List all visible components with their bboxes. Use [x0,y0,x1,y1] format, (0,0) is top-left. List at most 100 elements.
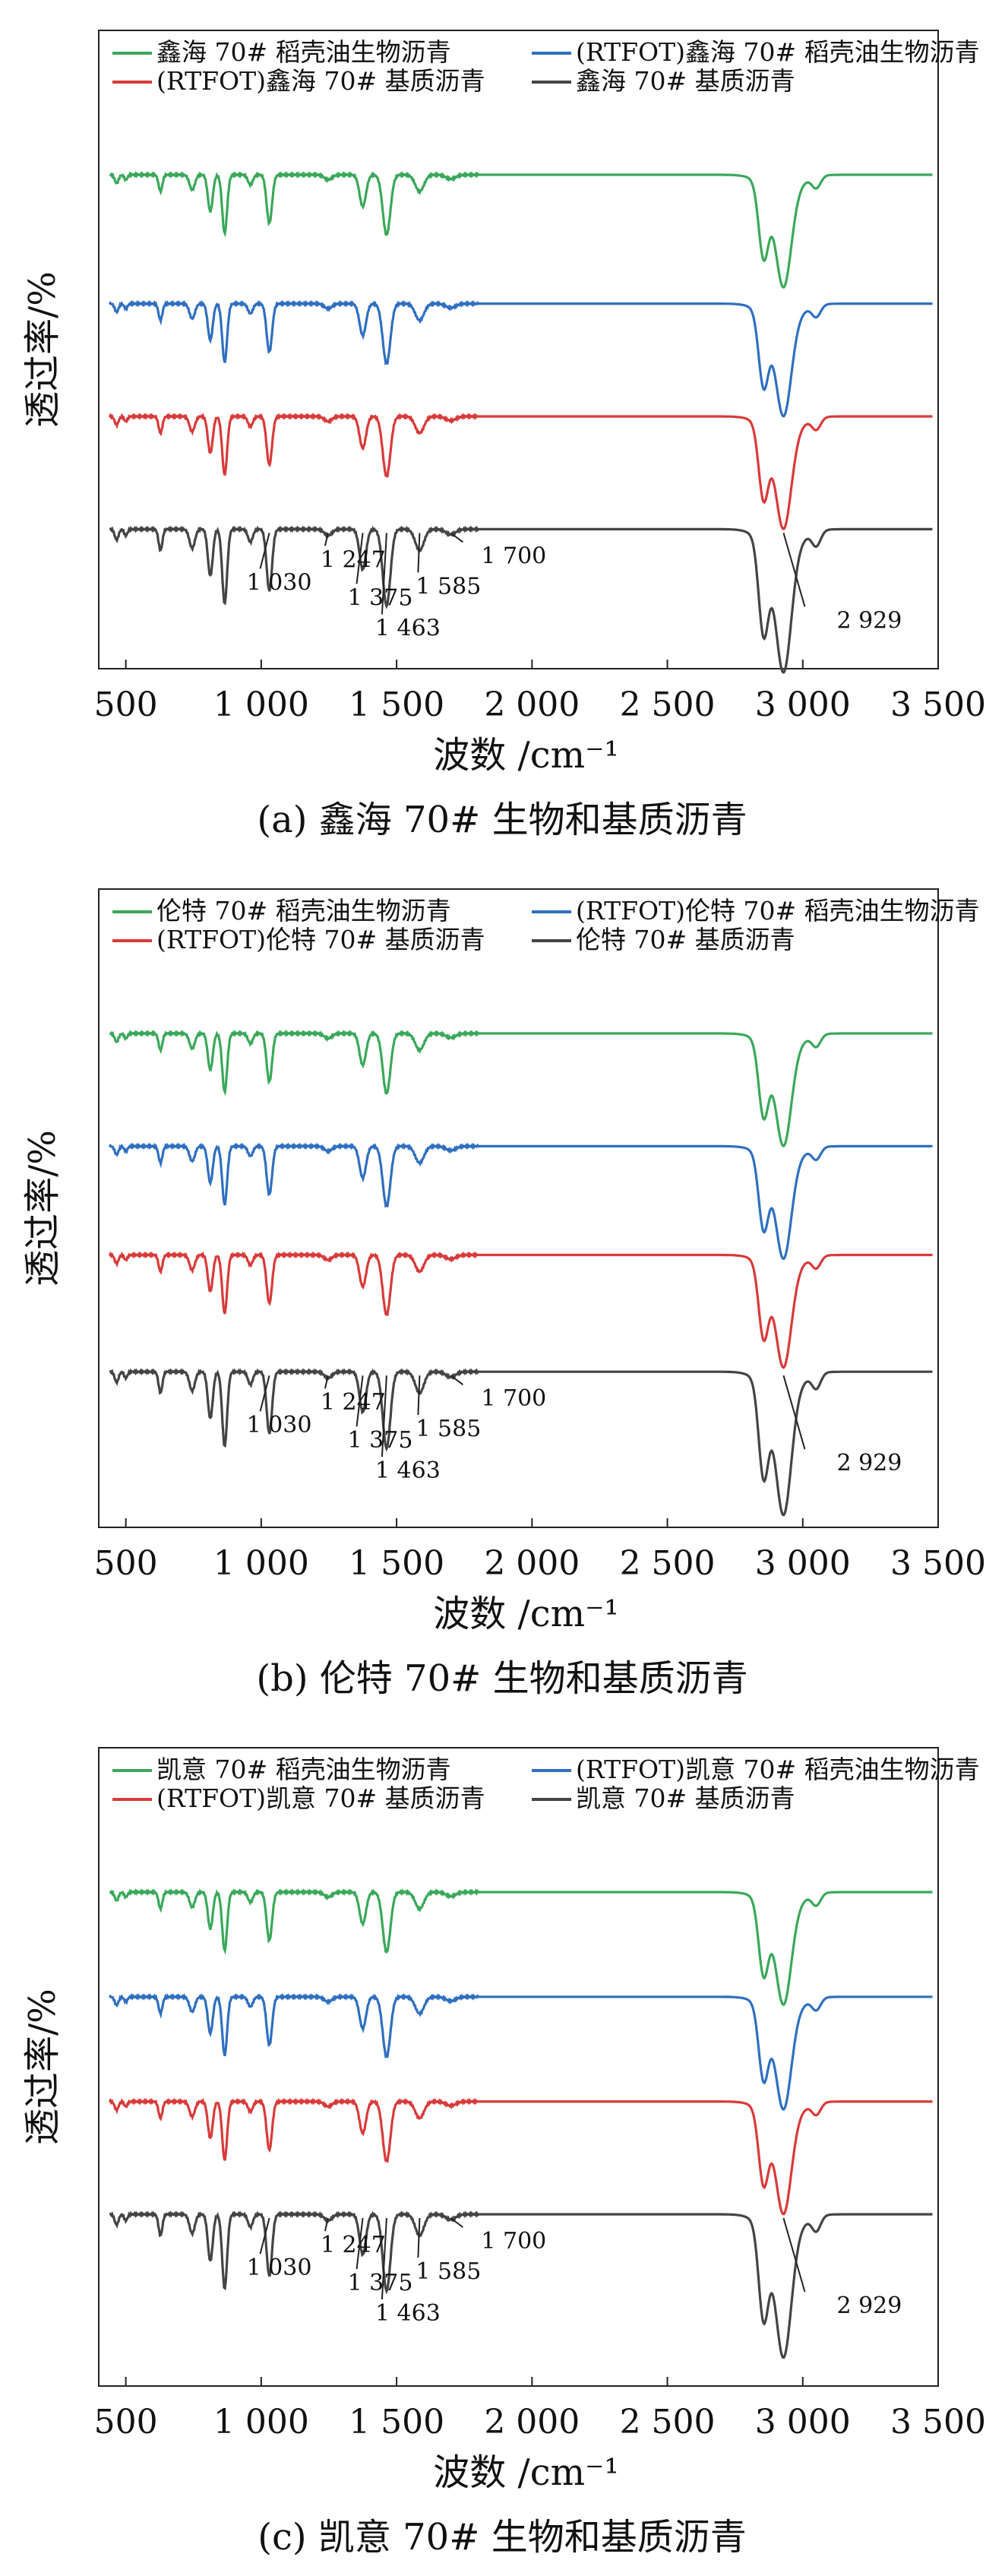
x-tick-label-1: 1 000 [213,2403,309,2442]
annotation-arrow-2 [356,1375,364,1427]
annotation-arrow-3 [381,1375,387,1457]
annotation-arrow-4 [417,533,421,573]
annotation-label-3: 1 463 [375,2300,441,2327]
x-tick-label-6: 3 500 [890,1544,986,1583]
annotation-arrow-0 [259,533,270,569]
annotation-label-1: 1 247 [321,2232,386,2258]
annotation-arrow-4 [417,2217,421,2258]
series-line-2 [108,412,933,530]
annotation-arrow-6 [782,2217,806,2293]
ftir-chart-b: 伦特 70# 稻壳油生物沥青 (RTFOT)伦特 70# 稻壳油生物沥青 (RTFO… [21,888,986,1700]
annotation-arrow-1 [324,533,329,546]
x-tick-label-2: 1 500 [349,2403,444,2442]
y-axis-title: 透过率/% [21,1989,64,2145]
annotation-label-6: 2 929 [836,607,902,634]
y-axis-title: 透过率/% [21,271,64,428]
annotation-label-2: 1 375 [348,2270,413,2296]
ftir-chart-a: 鑫海 70# 稻壳油生物沥青 (RTFOT)鑫海 70# 稻壳油生物沥青 (RTFO… [21,30,986,841]
legend-label-2: (RTFOT)鑫海 70# 基质沥青 [156,66,485,96]
series-line-3 [109,1368,933,1517]
annotation-label-4: 1 585 [416,573,481,600]
panel-caption: (c) 凯意 70# 生物和基质沥青 [258,2516,746,2559]
annotation-label-4: 1 585 [416,1416,481,1442]
chart-panel-a: 鑫海 70# 稻壳油生物沥青 (RTFOT)鑫海 70# 稻壳油生物沥青 (RTFO… [0,0,1005,859]
x-tick-label-5: 3 000 [755,1544,851,1583]
annotation-label-3: 1 463 [375,1457,441,1484]
series-line-1 [108,1142,933,1261]
annotation-arrow-6 [782,533,806,607]
annotation-arrow-4 [417,1375,421,1416]
legend-label-1: (RTFOT)鑫海 70# 稻壳油生物沥青 [576,37,980,67]
annotation-arrow-2 [356,533,364,584]
x-tick-label-3: 2 000 [484,685,580,724]
annotation-label-0: 1 030 [247,2255,312,2281]
annotation-label-5: 1 700 [481,2228,546,2255]
legend-label-1: (RTFOT)凯意 70# 稻壳油生物沥青 [576,1755,980,1784]
legend-label-1: (RTFOT)伦特 70# 稻壳油生物沥青 [576,896,980,926]
annotation-label-5: 1 700 [481,1385,546,1412]
legend-label-3: 伦特 70# 基质沥青 [576,925,795,954]
series-line-3 [109,525,933,674]
annotation-label-1: 1 247 [321,546,386,573]
series-line-1 [108,1992,933,2111]
x-tick-label-6: 3 500 [890,2403,986,2442]
annotation-arrow-5 [450,532,463,543]
annotation-arrow-3 [381,2217,387,2300]
legend-label-0: 伦特 70# 稻壳油生物沥青 [156,896,451,926]
y-axis-title: 透过率/% [21,1130,64,1286]
legend-label-2: (RTFOT)伦特 70# 基质沥青 [156,925,485,954]
x-tick-label-2: 1 500 [349,685,444,724]
x-axis-title: 波数 /cm⁻¹ [433,734,618,777]
annotation-arrow-2 [356,2217,364,2270]
x-axis-title: 波数 /cm⁻¹ [433,2451,618,2494]
x-tick-label-4: 2 500 [620,1544,716,1583]
x-tick-label-0: 500 [94,2403,158,2442]
series-line-1 [108,299,933,418]
annotation-label-4: 1 585 [416,2258,481,2285]
series-line-2 [108,2097,933,2216]
annotation-label-0: 1 030 [247,1412,312,1438]
annotation-arrow-6 [782,1375,806,1450]
annotation-arrow-0 [259,1375,270,1412]
annotation-label-1: 1 247 [321,1389,386,1416]
annotation-arrow-5 [450,2217,463,2228]
series-line-3 [109,2210,933,2359]
annotation-label-5: 1 700 [481,543,546,569]
annotation-label-6: 2 929 [836,1450,902,1476]
x-tick-label-1: 1 000 [213,685,309,724]
annotation-label-0: 1 030 [247,569,312,596]
panel-caption: (a) 鑫海 70# 生物和基质沥青 [257,799,747,841]
annotation-label-2: 1 375 [348,584,413,611]
legend-label-3: 鑫海 70# 基质沥青 [576,66,795,96]
series-line-0 [109,170,933,289]
series-line-2 [108,1251,933,1369]
x-tick-label-3: 2 000 [484,2403,580,2442]
series-line-0 [109,1888,933,2006]
x-tick-label-5: 3 000 [755,2403,851,2442]
chart-panel-c: 凯意 70# 稻壳油生物沥青 (RTFOT)凯意 70# 稻壳油生物沥青 (RTFO… [0,1717,1005,2573]
x-tick-label-3: 2 000 [484,1544,580,1583]
chart-panel-b: 伦特 70# 稻壳油生物沥青 (RTFOT)伦特 70# 稻壳油生物沥青 (RTFO… [0,859,1005,1717]
annotation-arrow-0 [259,2217,270,2255]
panel-caption: (b) 伦特 70# 生物和基质沥青 [256,1657,747,1700]
plot-frame [98,888,939,1528]
x-tick-label-2: 1 500 [349,1544,444,1583]
plot-frame [98,30,939,669]
series-line-0 [109,1029,933,1147]
x-tick-label-6: 3 500 [890,685,986,724]
annotation-label-6: 2 929 [836,2293,902,2319]
legend-label-2: (RTFOT)凯意 70# 基质沥青 [156,1783,485,1813]
ftir-chart-c: 凯意 70# 稻壳油生物沥青 (RTFOT)凯意 70# 稻壳油生物沥青 (RTFO… [21,1747,986,2559]
legend-label-0: 凯意 70# 稻壳油生物沥青 [156,1755,451,1784]
x-tick-label-0: 500 [94,685,158,724]
x-axis-title: 波数 /cm⁻¹ [433,1593,618,1635]
annotation-arrow-1 [324,2217,329,2232]
legend-label-3: 凯意 70# 基质沥青 [576,1783,795,1813]
x-tick-label-5: 3 000 [755,685,851,724]
annotation-label-3: 1 463 [375,615,441,641]
annotation-arrow-3 [381,533,387,615]
annotation-label-2: 1 375 [348,1427,413,1454]
legend-label-0: 鑫海 70# 稻壳油生物沥青 [156,37,451,67]
annotation-arrow-5 [450,1375,463,1386]
annotation-arrow-1 [324,1375,329,1389]
